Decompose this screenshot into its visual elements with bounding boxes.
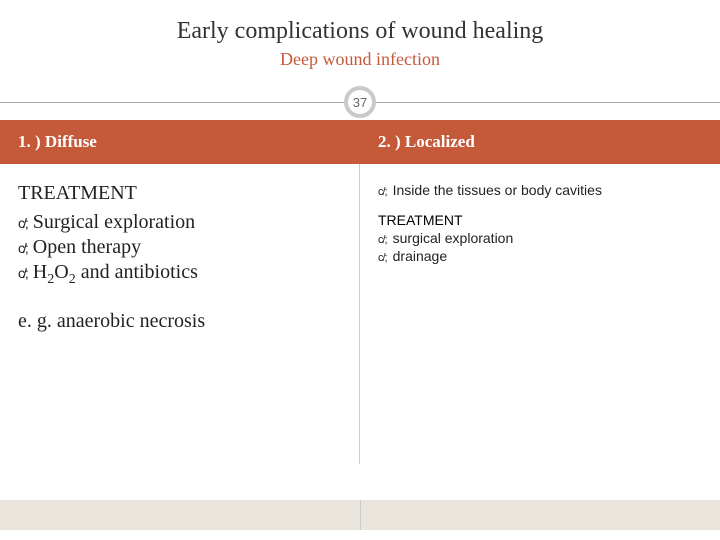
list-item: c/; Surgical exploration: [18, 211, 343, 234]
list-item: c/; drainage: [378, 248, 704, 264]
bullet-icon: c/;: [378, 234, 387, 246]
content-columns: 1. ) Diffuse TREATMENT c/; Surgical expl…: [0, 120, 720, 464]
list-item: c/; H2O2 and antibiotics: [18, 261, 343, 288]
list-item-label: Open therapy: [33, 236, 141, 259]
bullet-icon: c/;: [378, 252, 387, 264]
page-number-badge: 37: [344, 86, 376, 118]
treatment-heading-right: TREATMENT: [378, 212, 704, 228]
treatment-heading-left: TREATMENT: [18, 182, 343, 205]
column-body-localized: c/; Inside the tissues or body cavities …: [360, 164, 720, 284]
divider: 37: [0, 84, 720, 120]
list-item-label: drainage: [393, 248, 448, 264]
list-item: c/; Inside the tissues or body cavities: [378, 182, 704, 198]
bullet-icon: c/;: [18, 265, 27, 281]
bullet-icon: c/;: [378, 186, 387, 198]
list-item: c/; Open therapy: [18, 236, 343, 259]
column-body-diffuse: TREATMENT c/; Surgical exploration c/; O…: [0, 164, 360, 464]
column-header-localized: 2. ) Localized: [360, 120, 720, 164]
bullet-icon: c/;: [18, 215, 27, 231]
footer-divider: [360, 500, 361, 530]
list-item: c/; surgical exploration: [378, 230, 704, 246]
list-item-label: surgical exploration: [393, 230, 514, 246]
example-text: e. g. anaerobic necrosis: [18, 310, 343, 333]
list-item-label: Inside the tissues or body cavities: [393, 182, 602, 198]
bullet-icon: c/;: [18, 240, 27, 256]
slide-title: Early complications of wound healing: [0, 0, 720, 45]
column-header-diffuse: 1. ) Diffuse: [0, 120, 360, 164]
column-localized: 2. ) Localized c/; Inside the tissues or…: [360, 120, 720, 464]
list-item-label: Surgical exploration: [33, 211, 195, 234]
slide-subtitle: Deep wound infection: [0, 45, 720, 70]
list-item-label: H2O2 and antibiotics: [33, 261, 198, 288]
column-diffuse: 1. ) Diffuse TREATMENT c/; Surgical expl…: [0, 120, 360, 464]
